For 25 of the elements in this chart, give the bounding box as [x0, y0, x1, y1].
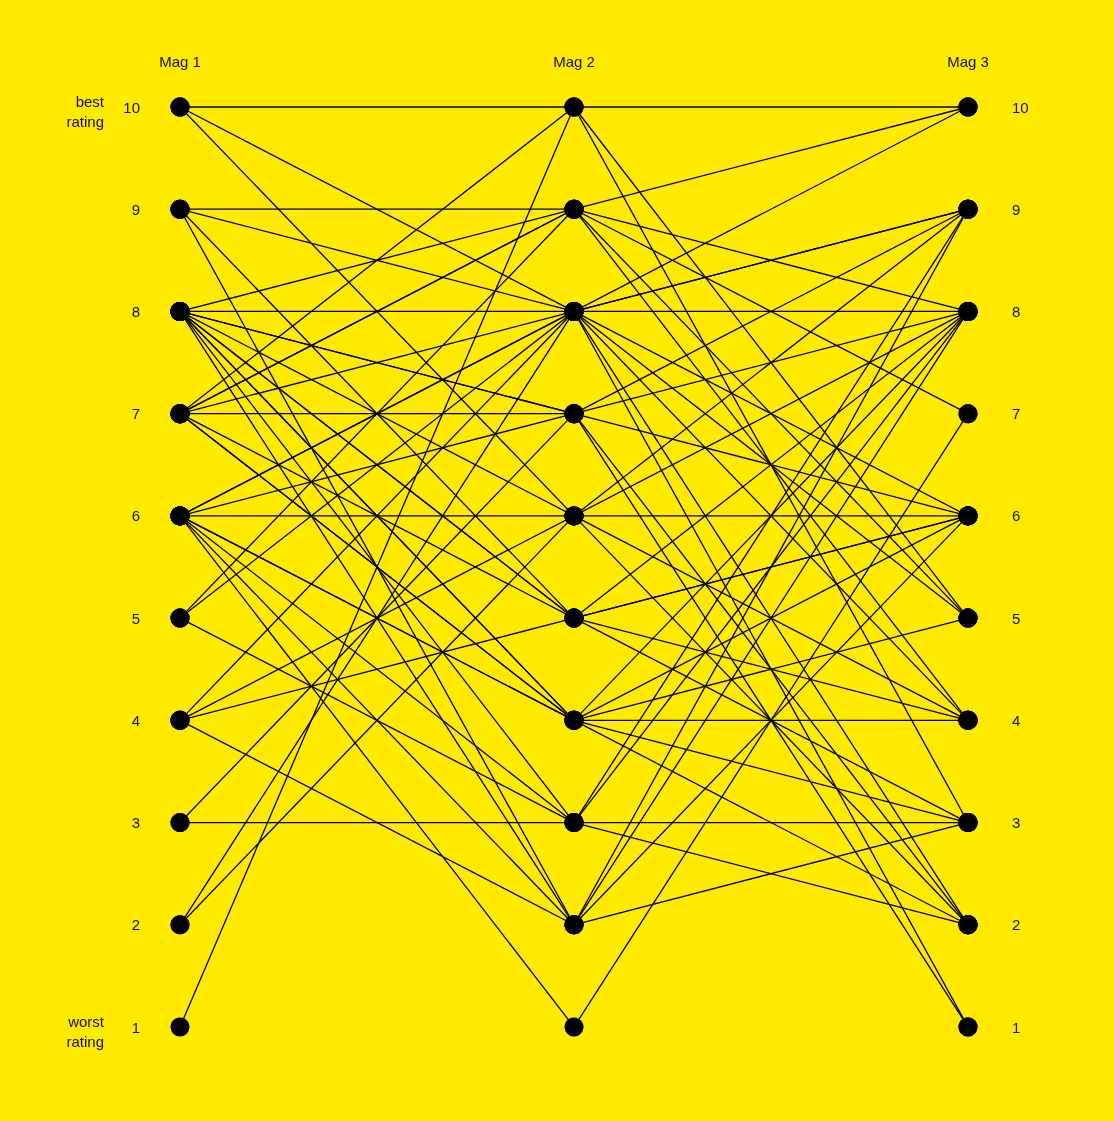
y-tick-label: 5	[131, 609, 140, 627]
y2-tick-label: 4	[1012, 711, 1021, 729]
y-tick-label: 9	[131, 200, 140, 218]
y2-tick-label: 6	[1012, 507, 1021, 525]
annotation: best rating	[65, 92, 104, 132]
y-tick-label: 8	[131, 302, 140, 320]
y-tick-label: 1	[131, 1018, 140, 1036]
y-tick-label: 2	[131, 916, 140, 934]
y-tick-label: 10	[123, 98, 140, 116]
y2-tick-label: 7	[1012, 405, 1021, 423]
y-tick-label: 3	[131, 814, 140, 832]
annotation: worst rating	[65, 1012, 104, 1052]
y2-tick-label: 1	[1012, 1018, 1021, 1036]
x-tick-label: Mag 1	[159, 53, 201, 70]
x-tick-label: Mag 3	[947, 53, 989, 70]
x-tick-label: Mag 2	[553, 53, 595, 70]
y-tick-label: 7	[131, 405, 140, 423]
y2-tick-label: 3	[1012, 814, 1021, 832]
y2-tick-label: 10	[1012, 98, 1029, 116]
y-tick-label: 6	[131, 507, 140, 525]
y2-tick-label: 9	[1012, 200, 1021, 218]
y2-tick-label: 5	[1012, 609, 1021, 627]
y2-tick-label: 2	[1012, 916, 1021, 934]
y-tick-label: 4	[131, 711, 140, 729]
y2-tick-label: 8	[1012, 302, 1021, 320]
